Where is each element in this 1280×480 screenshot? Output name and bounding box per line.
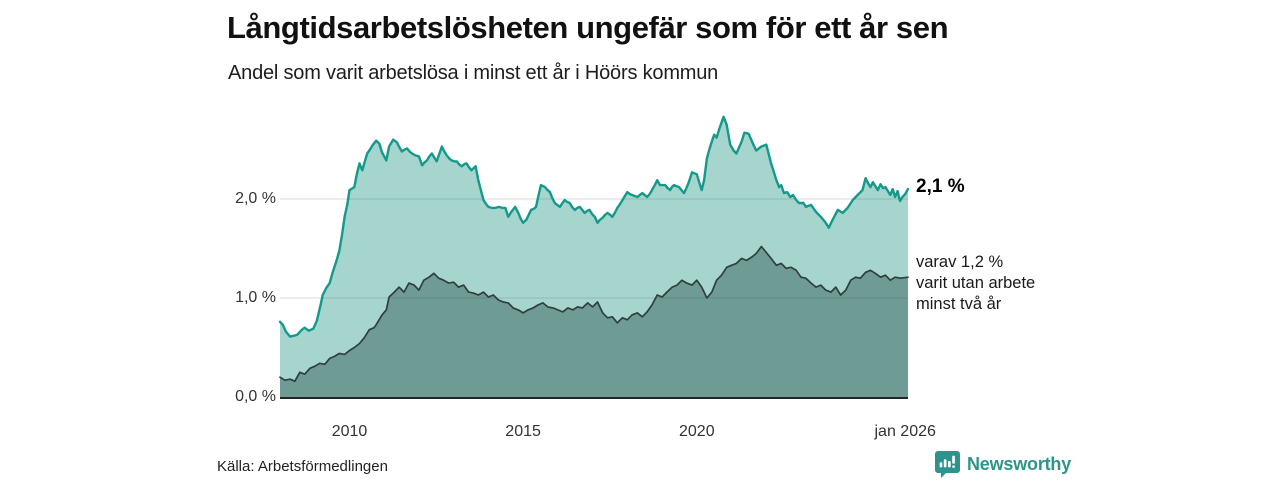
page-title: Långtidsarbetslösheten ungefär som för e… [227, 10, 949, 45]
source-note: Källa: Arbetsförmedlingen [217, 458, 388, 475]
x-tick-label: jan 2026 [874, 423, 936, 440]
series-end-label-primary: 2,1 % [916, 176, 965, 197]
series-line-1 [279, 245, 909, 383]
annotation-line: varav 1,2 % [916, 253, 1004, 271]
x-tick-label: 2010 [331, 423, 368, 440]
x-tick-label: 2020 [679, 423, 715, 440]
y-tick-label: 0,0 % [235, 388, 276, 405]
x-tick-label: 2015 [505, 423, 541, 440]
series-line-0 [278, 115, 910, 338]
brand-logo: Newsworthy [935, 450, 1071, 478]
series-end-label-secondary: varav 1,2 % varit utan arbete minst två … [916, 252, 1035, 315]
chart-subtitle: Andel som varit arbetslösa i minst ett å… [228, 62, 719, 84]
annotation-line: varit utan arbete [916, 274, 1036, 292]
y-tick-label: 2,0 % [235, 190, 276, 207]
annotation-line: minst två år [916, 295, 1002, 313]
series-area-1 [280, 246, 908, 397]
brand-name: Newsworthy [967, 453, 1072, 474]
y-tick-label: 1,0 % [235, 289, 276, 306]
newsworthy-icon [935, 451, 960, 478]
